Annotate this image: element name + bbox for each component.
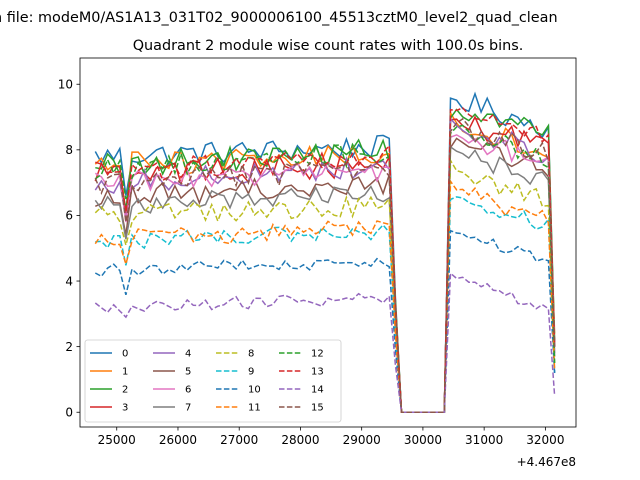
legend-label-10: 10 <box>248 385 261 396</box>
legend-label-1: 1 <box>122 367 128 378</box>
plot-area <box>79 57 577 428</box>
y-tick-label: 8 <box>65 143 73 157</box>
legend-label-3: 3 <box>122 403 128 414</box>
legend-label-8: 8 <box>248 349 254 360</box>
legend-box <box>84 339 342 423</box>
y-tick-label: 4 <box>65 274 73 288</box>
y-tick-label: 2 <box>65 340 73 354</box>
series-line-1 <box>94 110 556 413</box>
x-tick-label: 29000 <box>343 433 381 447</box>
series-line-14 <box>94 271 556 413</box>
x-tick-label: 32000 <box>526 433 564 447</box>
x-tick-label: 30000 <box>404 433 442 447</box>
series-line-6 <box>94 134 556 413</box>
legend-label-4: 4 <box>185 349 191 360</box>
plot-frame <box>79 57 577 428</box>
legend-label-5: 5 <box>185 367 191 378</box>
x-tick-label: 27000 <box>220 433 258 447</box>
legend-label-9: 9 <box>248 367 254 378</box>
legend-label-13: 13 <box>311 367 324 378</box>
series-line-15 <box>94 117 556 413</box>
x-tick-label: 28000 <box>281 433 319 447</box>
series-line-11 <box>94 179 556 413</box>
series-line-10 <box>94 229 556 413</box>
legend-label-6: 6 <box>185 385 191 396</box>
legend-label-14: 14 <box>311 385 324 396</box>
x-tick-label: 31000 <box>465 433 503 447</box>
y-tick-label: 10 <box>58 78 73 92</box>
series-line-12 <box>94 124 556 413</box>
y-axis: 0 2 4 6 8 10 <box>58 78 80 420</box>
legend-label-12: 12 <box>311 349 324 360</box>
series-line-8 <box>94 157 556 413</box>
legend-label-15: 15 <box>311 403 324 414</box>
legend-label-2: 2 <box>122 385 128 396</box>
chart-title: Quadrant 2 module wise count rates with … <box>133 38 524 54</box>
series-line-5 <box>94 137 556 413</box>
series-line-9 <box>95 196 556 413</box>
y-tick-label: 6 <box>65 209 73 223</box>
x-offset-label: +4.467e8 <box>517 455 576 469</box>
x-axis: 25000 26000 27000 28000 29000 30000 31000 32000 <box>98 427 564 447</box>
legend-label-7: 7 <box>185 403 191 414</box>
chart-suptitle: n file: modeM0/AS1A13_031T02_9000006100_… <box>0 10 558 26</box>
legend-label-0: 0 <box>122 349 128 360</box>
x-tick-label: 26000 <box>159 433 197 447</box>
series-line-7 <box>94 145 556 413</box>
x-tick-label: 25000 <box>98 433 136 447</box>
legend-label-11: 11 <box>248 403 261 414</box>
y-tick-label: 0 <box>65 406 73 420</box>
